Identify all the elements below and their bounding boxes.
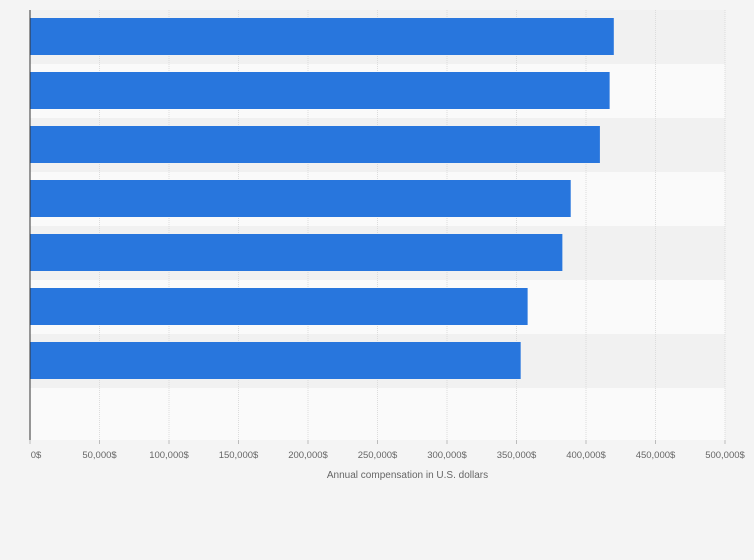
- bar[interactable]: [30, 72, 610, 109]
- x-tick-label: 450,000$: [636, 450, 676, 461]
- x-tick-label: 0$: [31, 450, 42, 461]
- bar[interactable]: [30, 342, 521, 379]
- bars: [30, 18, 614, 379]
- bar[interactable]: [30, 234, 563, 271]
- x-tick-label: 100,000$: [149, 450, 189, 461]
- x-tick-label: 300,000$: [427, 450, 467, 461]
- x-tick-label: 400,000$: [566, 450, 606, 461]
- x-tick-label: 200,000$: [288, 450, 328, 461]
- bar[interactable]: [30, 18, 614, 55]
- x-tick-label: 150,000$: [219, 450, 259, 461]
- bar[interactable]: [30, 180, 571, 217]
- x-tick-label: 50,000$: [82, 450, 117, 461]
- bar[interactable]: [30, 126, 600, 163]
- x-tick-label: 500,000$: [705, 450, 745, 461]
- x-axis-title: Annual compensation in U.S. dollars: [327, 470, 488, 481]
- x-tick-label: 350,000$: [497, 450, 537, 461]
- x-tick-label: 250,000$: [358, 450, 398, 461]
- bar[interactable]: [30, 288, 528, 325]
- x-axis-ticks: 0$ 50,000$ 100,000$ 150,000$ 200,000$ 250,000…: [29, 440, 746, 461]
